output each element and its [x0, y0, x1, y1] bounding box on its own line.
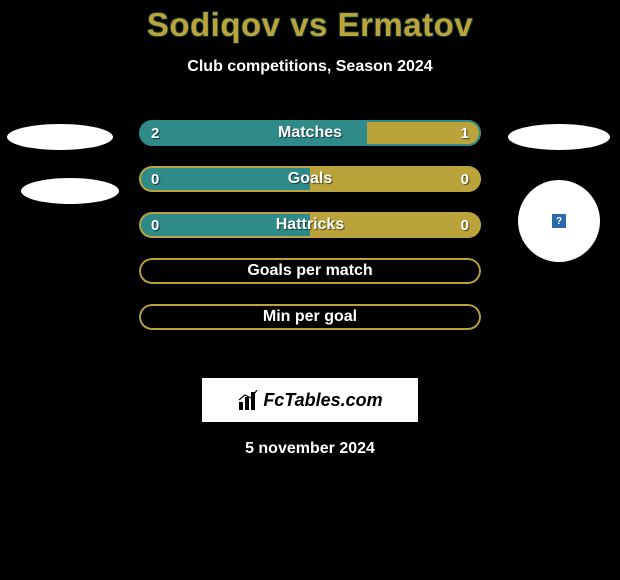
bar-outline — [139, 258, 481, 284]
bar-left-fill — [139, 166, 310, 192]
bar-left-fill — [139, 120, 367, 146]
subtitle: Club competitions, Season 2024 — [0, 58, 620, 76]
right-badge-circle: ? — [518, 180, 600, 262]
stat-bar-row: 00Goals — [139, 166, 481, 192]
bar-right-fill — [310, 212, 481, 238]
bar-right-fill — [367, 120, 481, 146]
brand-inner: FcTables.com — [237, 390, 382, 411]
left-badge-ellipse — [7, 124, 113, 150]
bar-right-fill — [310, 166, 481, 192]
stat-bar-row: Min per goal — [139, 304, 481, 330]
stat-bars: 21Matches 00Goals 00Hattricks Goals per mat… — [139, 120, 481, 350]
comparison-chart: ? 21Matches 00Goals 00Hattricks Goals per m… — [0, 120, 620, 360]
bar-label: Goals per match — [139, 258, 481, 284]
page-title: Sodiqov vs Ermatov — [0, 0, 620, 44]
bar-left-fill — [139, 212, 310, 238]
right-badge-ellipse — [508, 124, 610, 150]
date-line: 5 november 2024 — [0, 440, 620, 458]
stat-bar-row: 00Hattricks — [139, 212, 481, 238]
shield-icon: ? — [552, 214, 566, 228]
brand-box: FcTables.com — [202, 378, 418, 422]
bars-icon — [237, 390, 261, 410]
stat-bar-row: 21Matches — [139, 120, 481, 146]
brand-text: FcTables.com — [263, 390, 382, 411]
bar-label: Min per goal — [139, 304, 481, 330]
bar-outline — [139, 304, 481, 330]
stat-bar-row: Goals per match — [139, 258, 481, 284]
left-badge-ellipse — [21, 178, 119, 204]
